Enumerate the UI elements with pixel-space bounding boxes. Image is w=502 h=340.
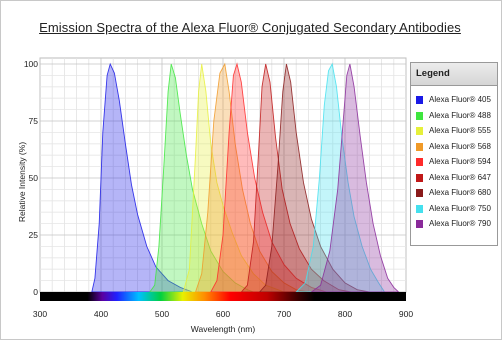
series-area-3: [194, 62, 309, 293]
x-tick-labels: 300 400 500 600 700 800 900: [33, 309, 413, 319]
series-area-0: [91, 62, 193, 293]
spectrum-bar: [40, 292, 406, 301]
legend-label: Alexa Fluor® 680: [429, 188, 491, 197]
legend-swatch: [416, 96, 423, 104]
series-area-4: [210, 62, 327, 293]
y-tick-label: 100: [24, 59, 38, 69]
legend-label: Alexa Fluor® 647: [429, 172, 491, 182]
y-tick-label: 75: [29, 116, 39, 126]
legend-swatch: [416, 204, 423, 213]
y-axis-label: Relative Intensity (%): [17, 142, 27, 222]
legend-label: Alexa Fluor® 488: [429, 110, 491, 120]
x-tick-label: 300: [33, 309, 47, 319]
legend-label: Alexa Fluor® 594: [429, 157, 491, 166]
x-tick-label: 400: [94, 309, 108, 319]
legend-label: Alexa Fluor® 405: [429, 95, 491, 104]
x-tick-label: 500: [155, 309, 169, 319]
legend-swatch: [416, 142, 423, 151]
legend-swatch: [416, 158, 423, 166]
legend-swatch: [416, 189, 423, 197]
legend-title: Legend: [411, 63, 497, 86]
legend-label: Alexa Fluor® 790: [429, 219, 491, 228]
series-area-5: [240, 63, 352, 293]
legend-label: Alexa Fluor® 750: [429, 203, 491, 213]
y-tick-label: 50: [29, 173, 39, 183]
legend-label: Alexa Fluor® 555: [429, 126, 491, 135]
legend: Legend Alexa Fluor® 405 Alexa Fluor® 488 A…: [410, 62, 498, 246]
x-tick-label: 900: [399, 309, 413, 319]
y-tick-label: 25: [29, 230, 39, 240]
legend-swatch: [416, 173, 423, 182]
y-tick-label: 0: [33, 287, 38, 297]
legend-swatch: [416, 220, 423, 228]
series-area-6: [258, 63, 370, 293]
x-tick-label: 800: [338, 309, 352, 319]
x-tick-label: 700: [277, 309, 291, 319]
chart-title: Emission Spectra of the Alexa Fluor® Con…: [39, 20, 461, 35]
legend-label: Alexa Fluor® 568: [429, 141, 491, 151]
y-tick-labels: 0 25 50 75 100: [24, 59, 38, 297]
legend-swatch: [416, 111, 423, 120]
series-area-1: [148, 63, 254, 293]
x-axis-label: Wavelength (nm): [191, 324, 256, 334]
x-tick-label: 600: [216, 309, 230, 319]
series-area-2: [182, 63, 285, 293]
spectra-series: [91, 62, 400, 293]
series-area-8: [310, 63, 400, 293]
legend-swatch: [416, 127, 423, 135]
